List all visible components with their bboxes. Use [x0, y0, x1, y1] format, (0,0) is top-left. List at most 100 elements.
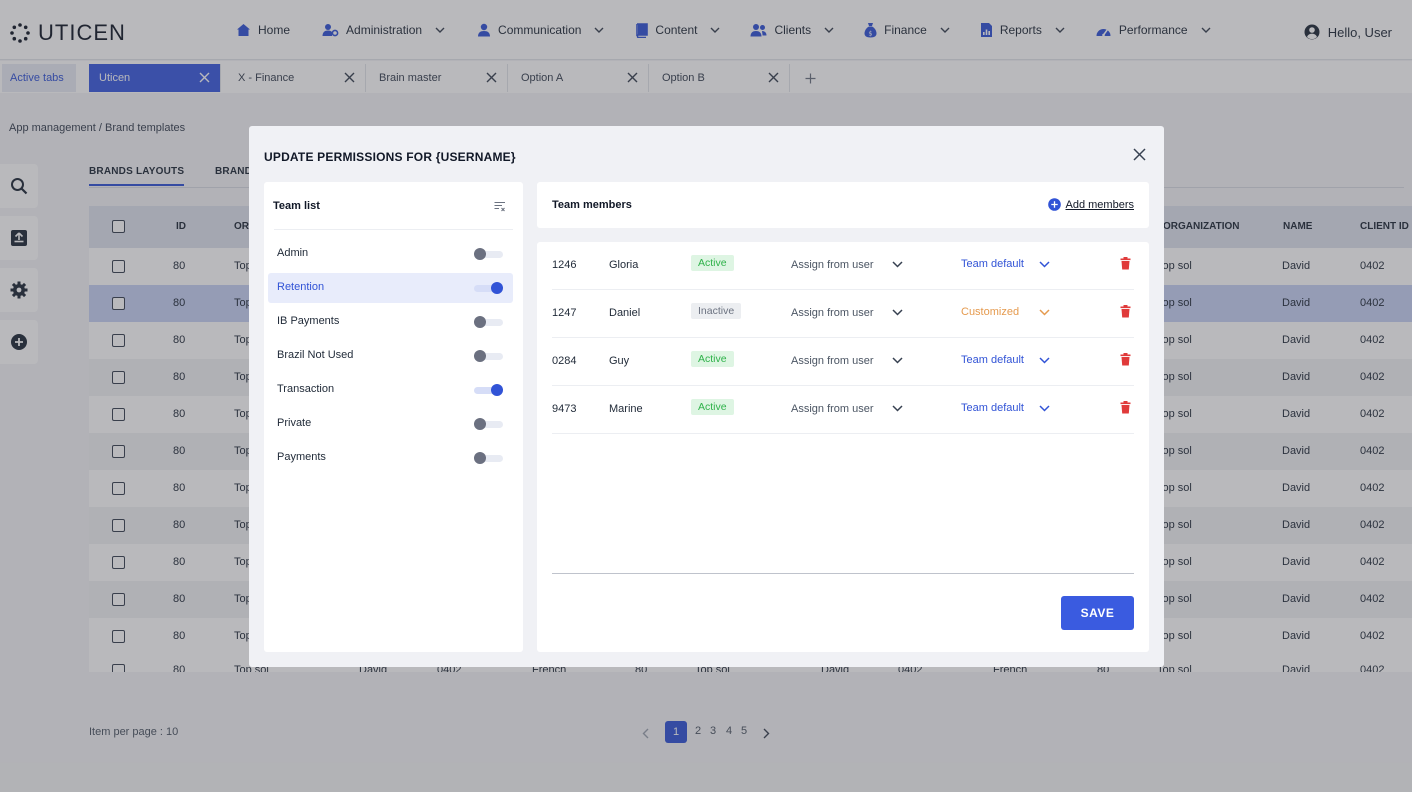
add-tab-button[interactable] [793, 64, 827, 92]
tab-uticen[interactable]: Uticen [89, 64, 221, 92]
chevron-left-icon[interactable] [642, 728, 649, 739]
tab-brain-master[interactable]: Brain master [369, 64, 508, 92]
team-item[interactable]: Private [268, 409, 513, 439]
row-checkbox[interactable] [112, 445, 125, 458]
nav-communication[interactable]: Communication [477, 0, 604, 60]
assign-dropdown[interactable]: Assign from user [791, 355, 874, 367]
assign-dropdown[interactable]: Assign from user [791, 259, 874, 271]
page-2-button[interactable]: 2 [695, 725, 702, 737]
chevron-down-icon[interactable] [1039, 405, 1050, 412]
team-toggle[interactable] [474, 248, 503, 260]
trash-icon[interactable] [1120, 353, 1131, 366]
add-button[interactable] [0, 320, 38, 364]
team-toggle[interactable] [474, 282, 503, 294]
tab-option-b[interactable]: Option B [652, 64, 790, 92]
row-checkbox[interactable] [112, 334, 125, 347]
trash-icon[interactable] [1120, 305, 1131, 318]
team-toggle[interactable] [474, 316, 503, 328]
row-checkbox[interactable] [112, 371, 125, 384]
page-1-button[interactable]: 1 [665, 721, 687, 743]
team-toggle[interactable] [474, 384, 503, 396]
breadcrumb-parent[interactable]: App management [9, 122, 96, 134]
table-row[interactable]: 80 Top Top sol David 0402 [89, 322, 1412, 359]
row-checkbox[interactable] [112, 556, 125, 569]
save-button[interactable]: SAVE [1061, 596, 1134, 630]
team-item[interactable]: Brazil Not Used [268, 341, 513, 371]
team-item[interactable]: Payments [268, 443, 513, 473]
team-toggle[interactable] [474, 350, 503, 362]
trash-icon[interactable] [1120, 401, 1131, 414]
permission-dropdown[interactable]: Team default [961, 354, 1024, 366]
app-logo[interactable]: UTICEN [10, 20, 126, 46]
row-checkbox[interactable] [112, 482, 125, 495]
close-icon[interactable] [627, 72, 638, 83]
close-icon[interactable] [1133, 148, 1146, 161]
column-header-org[interactable]: OR [234, 221, 249, 232]
row-checkbox[interactable] [112, 593, 125, 606]
table-row[interactable]: 80 Top Top sol David 0402 [89, 544, 1412, 581]
table-row[interactable]: 80 Top Top sol David 0402 [89, 248, 1412, 285]
nav-finance[interactable]: $ Finance [864, 0, 950, 60]
page-3-button[interactable]: 3 [710, 725, 717, 737]
table-row-partial[interactable]: 80 Top sol David 0402 French 80 Top sol … [89, 655, 1412, 672]
permission-dropdown[interactable]: Customized [961, 306, 1020, 318]
chevron-down-icon[interactable] [892, 357, 903, 364]
row-checkbox[interactable] [112, 408, 125, 421]
permission-dropdown[interactable]: Team default [961, 402, 1024, 414]
nav-home[interactable]: Home [236, 0, 290, 60]
permission-dropdown[interactable]: Team default [961, 258, 1024, 270]
column-header-id[interactable]: ID [176, 221, 186, 232]
chevron-down-icon[interactable] [892, 261, 903, 268]
close-icon[interactable] [486, 72, 497, 83]
chevron-down-icon[interactable] [1039, 309, 1050, 316]
chevron-right-icon[interactable] [763, 728, 770, 739]
table-row[interactable]: 80 Top Top sol David 0402 [89, 470, 1412, 507]
row-checkbox[interactable] [112, 630, 125, 643]
tab-option-a[interactable]: Option A [511, 64, 649, 92]
team-item[interactable]: IB Payments [268, 307, 513, 337]
search-button[interactable] [0, 164, 38, 208]
nav-performance[interactable]: Performance [1095, 0, 1211, 60]
close-icon[interactable] [199, 72, 210, 83]
cell-organization: Top sol [1157, 445, 1192, 457]
row-checkbox[interactable] [112, 664, 125, 672]
page-5-button[interactable]: 5 [741, 725, 748, 737]
row-checkbox[interactable] [112, 519, 125, 532]
team-item[interactable]: Transaction [268, 375, 513, 405]
user-menu[interactable]: Hello, User [1304, 24, 1392, 40]
column-header-client-id[interactable]: CLIENT ID [1360, 221, 1409, 232]
select-all-checkbox[interactable] [112, 220, 125, 233]
tab-x-finance[interactable]: X - Finance [228, 64, 366, 92]
add-members-button[interactable]: Add members [1047, 198, 1134, 211]
nav-reports[interactable]: Reports [980, 0, 1065, 60]
team-item[interactable]: Admin [268, 239, 513, 269]
chevron-down-icon[interactable] [892, 309, 903, 316]
row-checkbox[interactable] [112, 297, 125, 310]
nav-content[interactable]: Content [634, 0, 720, 60]
table-row[interactable]: 80 Top Top sol David 0402 [89, 618, 1412, 655]
chevron-down-icon[interactable] [1039, 357, 1050, 364]
clear-filter-icon[interactable] [494, 201, 506, 212]
team-toggle[interactable] [474, 418, 503, 430]
tab-brand[interactable]: BRAND [215, 166, 253, 177]
close-icon[interactable] [344, 72, 355, 83]
trash-icon[interactable] [1120, 257, 1131, 270]
page-4-button[interactable]: 4 [726, 725, 733, 737]
assign-dropdown[interactable]: Assign from user [791, 403, 874, 415]
column-header-organization[interactable]: ORGANIZATION [1163, 221, 1240, 232]
team-toggle[interactable] [474, 452, 503, 464]
settings-button[interactable] [0, 268, 38, 312]
chevron-down-icon[interactable] [892, 405, 903, 412]
nav-clients[interactable]: Clients [750, 0, 834, 60]
tab-brands-layouts[interactable]: BRANDS LAYOUTS [89, 166, 185, 186]
upload-button[interactable] [0, 216, 38, 260]
close-icon[interactable] [768, 72, 779, 83]
items-per-page[interactable]: Item per page : 10 [89, 726, 179, 738]
column-header-name[interactable]: NAME [1283, 221, 1313, 232]
chevron-down-icon[interactable] [1039, 261, 1050, 268]
table-row[interactable]: 80 Top Top sol David 0402 [89, 396, 1412, 433]
nav-administration[interactable]: Administration [322, 0, 445, 60]
team-item[interactable]: Retention [268, 273, 513, 303]
assign-dropdown[interactable]: Assign from user [791, 307, 874, 319]
row-checkbox[interactable] [112, 260, 125, 273]
